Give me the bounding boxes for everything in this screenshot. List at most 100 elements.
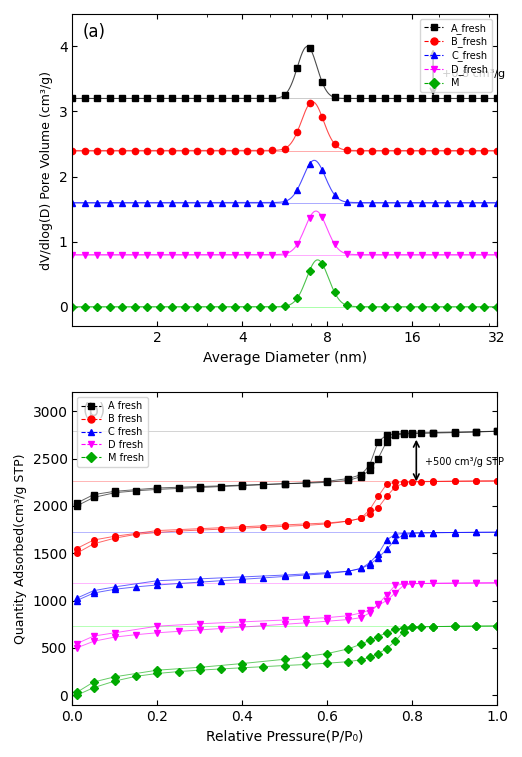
M: [157, 302, 163, 311]
B_fresh: [306, 99, 313, 108]
B fresh: [74, 549, 80, 558]
A_fresh: [244, 94, 251, 103]
Line: C fresh: C fresh: [74, 529, 500, 603]
D fresh: [112, 633, 118, 642]
M fresh: [74, 690, 80, 699]
M: [281, 301, 288, 310]
C_fresh: [269, 198, 275, 207]
C_fresh: [281, 197, 288, 206]
Text: (b): (b): [83, 402, 106, 420]
C_fresh: [219, 198, 226, 207]
A_fresh: [419, 94, 425, 103]
D_fresh: [157, 250, 163, 259]
C_fresh: [456, 198, 462, 207]
A_fresh: [232, 94, 238, 103]
M: [244, 302, 251, 311]
M: [294, 294, 300, 303]
M fresh: [175, 667, 182, 676]
A fresh: [154, 484, 160, 494]
D_fresh: [182, 250, 188, 259]
M: [331, 288, 338, 297]
M: [407, 302, 413, 311]
B_fresh: [469, 146, 475, 155]
A_fresh: [281, 90, 288, 99]
A fresh: [303, 478, 309, 488]
A_fresh: [207, 94, 213, 103]
D fresh: [358, 613, 364, 622]
B_fresh: [357, 146, 363, 155]
C fresh: [494, 528, 500, 537]
C_fresh: [382, 198, 388, 207]
A_fresh: [107, 94, 113, 103]
D fresh: [303, 618, 309, 628]
C fresh: [345, 567, 351, 576]
B_fresh: [394, 146, 400, 155]
A fresh: [409, 428, 415, 438]
A_fresh: [169, 94, 175, 103]
M fresh: [197, 665, 203, 674]
M fresh: [392, 637, 398, 646]
B fresh: [409, 477, 415, 486]
A_fresh: [257, 94, 263, 103]
C_fresh: [306, 159, 313, 168]
C_fresh: [469, 198, 475, 207]
B fresh: [260, 522, 267, 531]
B_fresh: [344, 145, 350, 154]
A_fresh: [219, 94, 226, 103]
D_fresh: [281, 249, 288, 258]
B_fresh: [207, 146, 213, 155]
M: [394, 302, 400, 311]
M: [469, 302, 475, 311]
D fresh: [472, 578, 479, 587]
D fresh: [154, 628, 160, 637]
D fresh: [366, 609, 373, 618]
Legend: A_fresh, B_fresh, C_fresh, D_fresh, M: A_fresh, B_fresh, C_fresh, D_fresh, M: [420, 19, 492, 92]
M fresh: [400, 628, 407, 637]
C_fresh: [331, 191, 338, 200]
C_fresh: [494, 198, 500, 207]
A fresh: [472, 427, 479, 436]
A_fresh: [157, 94, 163, 103]
A_fresh: [269, 94, 275, 103]
B_fresh: [94, 146, 101, 155]
C fresh: [90, 588, 97, 597]
A_fresh: [144, 94, 150, 103]
D fresh: [133, 630, 139, 639]
A_fresh: [182, 94, 188, 103]
M fresh: [133, 671, 139, 681]
X-axis label: Relative Pressure(P/P₀): Relative Pressure(P/P₀): [206, 729, 363, 743]
M fresh: [366, 653, 373, 662]
C fresh: [392, 530, 398, 539]
A fresh: [218, 482, 224, 491]
B fresh: [324, 519, 330, 528]
C fresh: [384, 535, 390, 544]
A fresh: [494, 427, 500, 436]
B_fresh: [119, 146, 125, 155]
B_fresh: [194, 146, 200, 155]
M: [431, 302, 437, 311]
B fresh: [154, 528, 160, 537]
C_fresh: [481, 198, 488, 207]
A_fresh: [69, 94, 76, 103]
M fresh: [154, 669, 160, 678]
B fresh: [197, 525, 203, 534]
D fresh: [239, 622, 245, 631]
B_fresh: [244, 146, 251, 155]
A fresh: [384, 431, 390, 440]
B fresh: [430, 477, 436, 486]
C fresh: [239, 575, 245, 584]
C_fresh: [157, 198, 163, 207]
M fresh: [324, 659, 330, 668]
C fresh: [366, 558, 373, 567]
D_fresh: [269, 250, 275, 259]
A_fresh: [306, 43, 313, 52]
D_fresh: [431, 250, 437, 259]
B_fresh: [319, 113, 325, 122]
C fresh: [175, 579, 182, 588]
C fresh: [452, 528, 458, 537]
M: [481, 302, 488, 311]
B_fresh: [169, 146, 175, 155]
D fresh: [494, 578, 500, 587]
M fresh: [430, 622, 436, 631]
B fresh: [281, 522, 288, 531]
